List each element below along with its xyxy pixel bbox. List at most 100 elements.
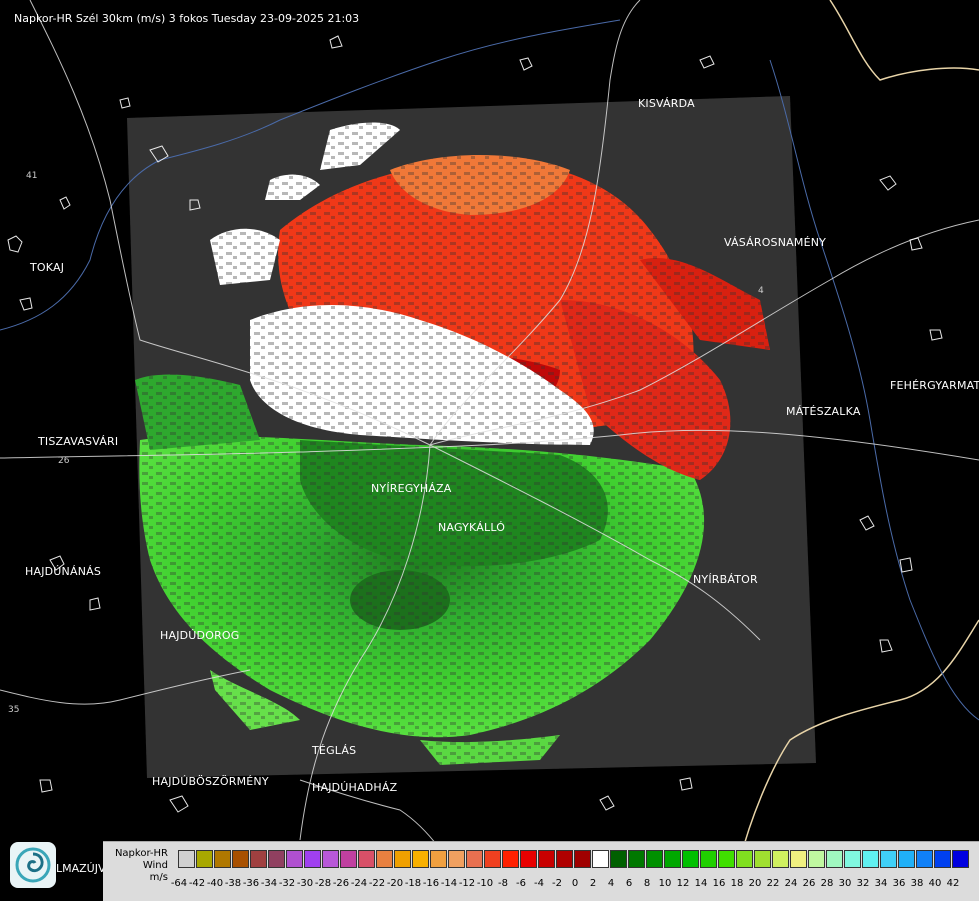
legend-swatch — [808, 850, 825, 868]
legend-tick-label: -26 — [332, 878, 350, 889]
legend-tick-label: -12 — [458, 878, 476, 889]
legend-swatch — [862, 850, 879, 868]
legend-swatch — [178, 850, 195, 868]
legend-tick-label: 30 — [838, 878, 852, 889]
legend-swatch — [196, 850, 213, 868]
legend-unit: m/s — [149, 872, 168, 883]
legend-swatch — [556, 850, 573, 868]
city-label-hajduboszormeny: HAJDÚBÖSZÖRMÉNY — [152, 775, 269, 788]
legend-tick-label: 2 — [589, 878, 597, 889]
river-east — [769, 59, 979, 721]
city-label-fehergyarmat: FEHÉRGYARMAT — [890, 379, 979, 392]
legend-swatch — [214, 850, 231, 868]
legend-tick-label: -20 — [386, 878, 404, 889]
legend-swatch — [484, 850, 501, 868]
city-label-tiszavasvari: TISZAVASVÁRI — [38, 435, 119, 448]
legend-swatch — [826, 850, 843, 868]
legend-swatch — [592, 850, 609, 868]
city-label-tokaj: TOKAJ — [30, 261, 65, 274]
legend-tick-label: -14 — [440, 878, 458, 889]
legend-swatch — [448, 850, 465, 868]
legend-tick-label: -32 — [278, 878, 296, 889]
legend-swatch — [754, 850, 771, 868]
city-label-hajdudorog: HAJDÚDOROG — [160, 629, 240, 642]
legend-tick-label: -4 — [534, 878, 544, 889]
city-label-nyirbator: NYÍRBÁTOR — [693, 573, 758, 586]
legend-swatch — [232, 850, 249, 868]
legend-tick-label: 6 — [625, 878, 633, 889]
legend-swatch — [394, 850, 411, 868]
legend-tick-label: -30 — [296, 878, 314, 889]
legend-swatch — [340, 850, 357, 868]
legend-tick-label: 38 — [910, 878, 924, 889]
legend-swatch — [916, 850, 933, 868]
legend-tick-label: 18 — [730, 878, 744, 889]
legend-tick-label: -2 — [552, 878, 562, 889]
legend-tick-label: 0 — [571, 878, 579, 889]
legend-tick-label: 16 — [712, 878, 726, 889]
legend-tick-label: 12 — [676, 878, 690, 889]
legend-swatch — [844, 850, 861, 868]
legend-swatch — [718, 850, 735, 868]
legend-tick-label: -16 — [422, 878, 440, 889]
legend-tick-label: -64 — [170, 878, 188, 889]
legend-swatch — [790, 850, 807, 868]
logo — [10, 842, 56, 888]
city-label-mateszalka: MÁTÉSZALKA — [786, 405, 861, 418]
radar-echoes — [127, 96, 816, 778]
legend-tick-label: -42 — [188, 878, 206, 889]
legend-swatch — [898, 850, 915, 868]
legend-tick-label: 32 — [856, 878, 870, 889]
legend-swatch — [520, 850, 537, 868]
city-label-hajduhadhaz: HAJDÚHADHÁZ — [312, 781, 398, 794]
legend-swatch — [286, 850, 303, 868]
city-label-nyiregyhaza: NYÍREGYHÁZA — [371, 482, 452, 495]
legend-swatch — [502, 850, 519, 868]
legend-tick-label: -10 — [476, 878, 494, 889]
legend-swatch — [376, 850, 393, 868]
road-number-26: 26 — [58, 456, 70, 466]
legend-swatch — [700, 850, 717, 868]
road-number-35: 35 — [8, 705, 19, 715]
city-label-hajdunanas: HAJDÚNÁNÁS — [25, 565, 102, 578]
legend-tick-label: 40 — [928, 878, 942, 889]
city-label-vasarosnameny: VÁSÁROSNAMÉNY — [724, 236, 827, 249]
legend-swatch — [538, 850, 555, 868]
legend-swatch — [610, 850, 627, 868]
legend-tick-label: -40 — [206, 878, 224, 889]
legend-tick-label: 24 — [784, 878, 798, 889]
legend-tick-label: -34 — [260, 878, 278, 889]
legend-tick-label: 20 — [748, 878, 762, 889]
settlement-outlines — [7, 35, 943, 813]
legend-swatch — [322, 850, 339, 868]
legend-tick-label: 4 — [607, 878, 615, 889]
legend-quantity: Wind — [142, 860, 168, 871]
legend-swatch — [664, 850, 681, 868]
swirl-logo-icon — [15, 847, 51, 883]
river-tisza — [0, 19, 621, 331]
legend-tick-label: -8 — [498, 878, 508, 889]
legend-tick-label: -18 — [404, 878, 422, 889]
legend-tick-label: 34 — [874, 878, 888, 889]
city-label-teglas: TÉGLÁS — [312, 744, 357, 757]
legend-swatch — [628, 850, 645, 868]
echo-texture — [127, 96, 816, 778]
legend-tick-label: -38 — [224, 878, 242, 889]
legend-swatch — [430, 850, 447, 868]
legend-swatch — [358, 850, 375, 868]
legend-tick-label: 42 — [946, 878, 960, 889]
legend-tick-label: -28 — [314, 878, 332, 889]
legend-swatch — [880, 850, 897, 868]
legend-swatch — [304, 850, 321, 868]
legend-tick-label: -22 — [368, 878, 386, 889]
legend-swatch — [574, 850, 591, 868]
legend-tick-label: -36 — [242, 878, 260, 889]
legend-tick-label: 36 — [892, 878, 906, 889]
border-line-east — [829, 0, 979, 81]
legend-tick-label: 14 — [694, 878, 708, 889]
legend-tick-label: 28 — [820, 878, 834, 889]
legend-label: Napkor-HR Wind m/s — [103, 842, 170, 901]
legend-tick-label: -24 — [350, 878, 368, 889]
road-number-41: 41 — [26, 171, 37, 181]
